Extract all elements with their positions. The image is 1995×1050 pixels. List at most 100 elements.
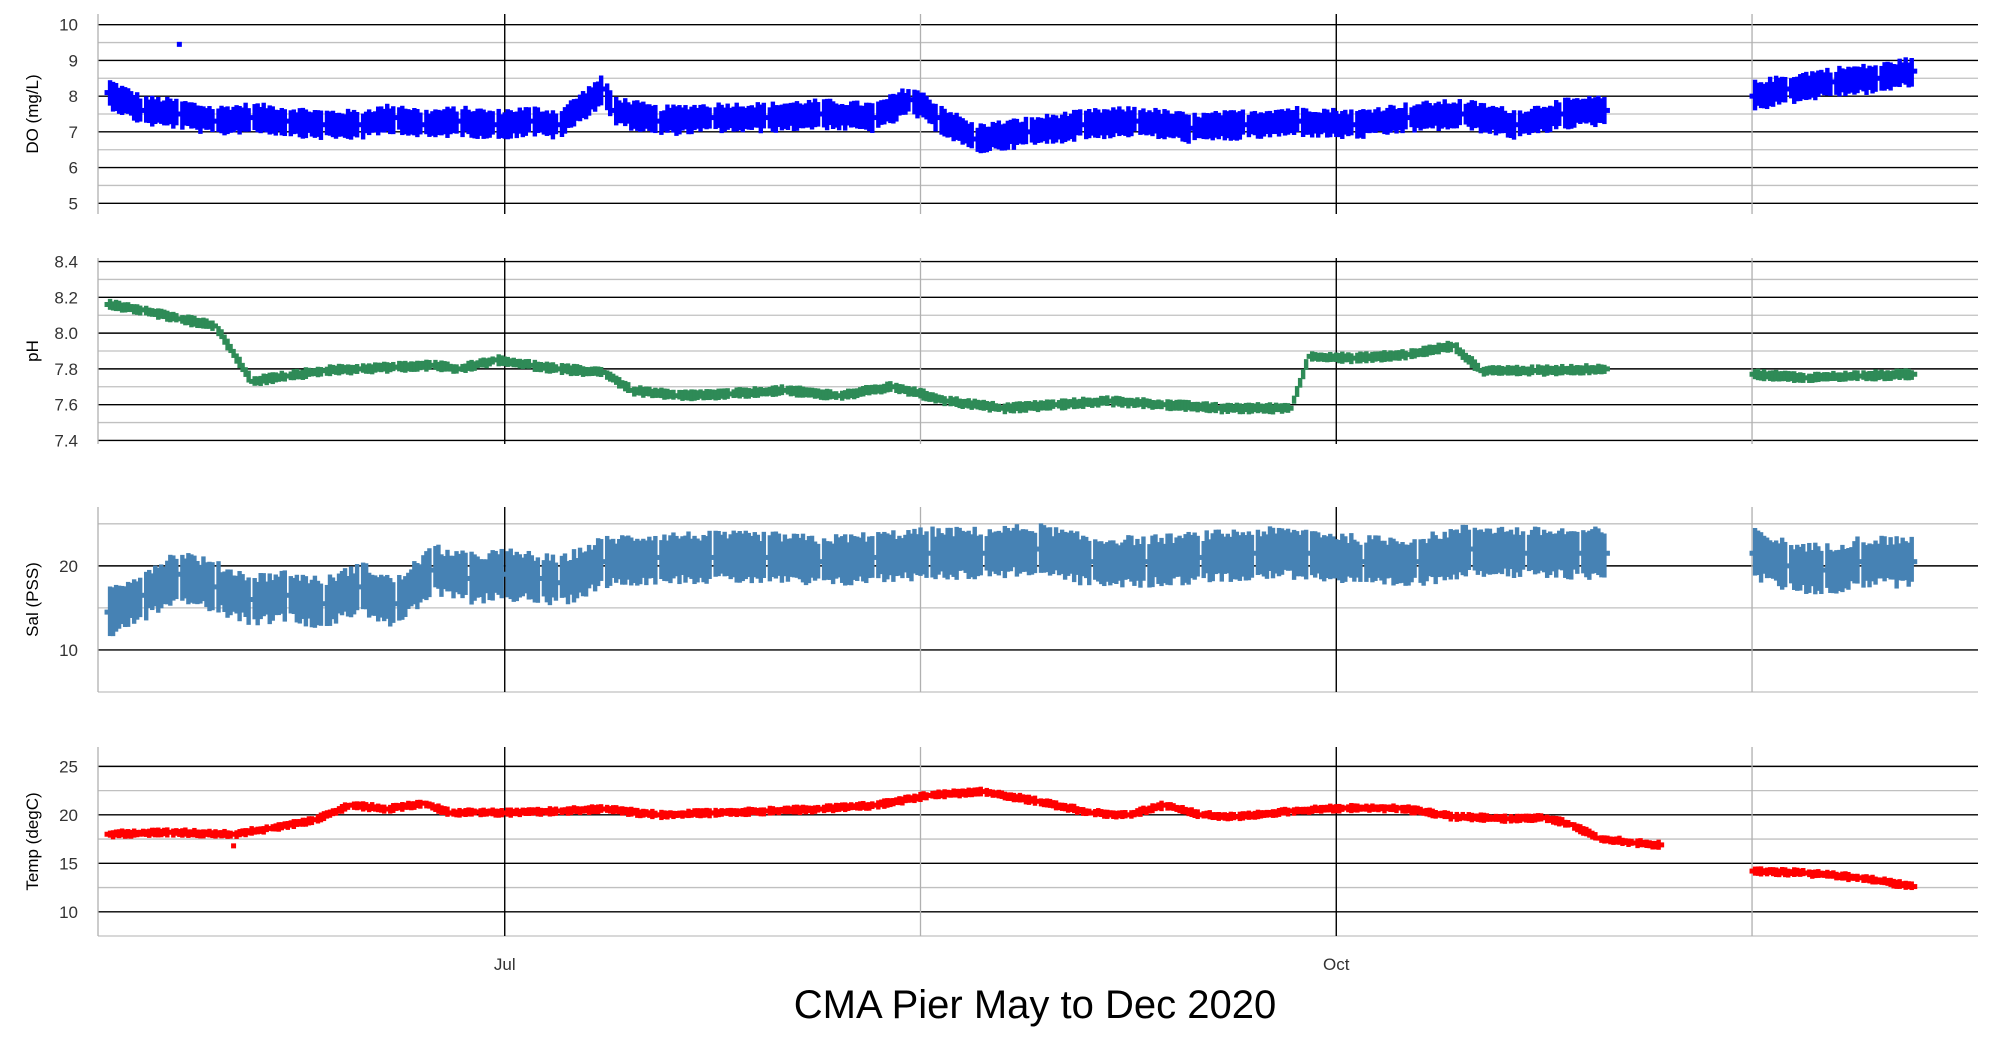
data-mark	[1572, 98, 1577, 128]
data-mark	[1032, 400, 1038, 411]
data-mark	[1752, 369, 1758, 380]
data-mark	[1117, 810, 1122, 819]
data-mark	[1080, 396, 1086, 409]
data-mark	[258, 107, 263, 134]
data-mark	[282, 821, 287, 829]
data-mark	[1779, 537, 1785, 590]
data-mark	[1653, 840, 1658, 850]
data-mark	[228, 569, 233, 616]
data-mark	[1032, 119, 1038, 145]
data-mark	[1385, 107, 1390, 135]
data-mark	[439, 554, 444, 597]
data-mark	[1563, 366, 1568, 375]
data-mark	[894, 797, 899, 806]
data-point	[872, 554, 878, 560]
data-mark	[427, 801, 432, 809]
data-mark	[1150, 803, 1155, 814]
data-mark	[773, 531, 779, 579]
data-mark	[1023, 529, 1029, 572]
data-mark	[1020, 402, 1026, 413]
data-mark	[147, 99, 152, 124]
data-mark	[879, 100, 884, 125]
data-mark	[1183, 534, 1188, 583]
data-mark	[1816, 546, 1821, 591]
data-mark	[174, 558, 179, 600]
data-mark	[496, 354, 501, 367]
data-mark	[1303, 529, 1309, 580]
data-mark	[1418, 806, 1423, 816]
data-mark	[632, 386, 637, 397]
data-point	[1288, 808, 1294, 814]
data-mark	[122, 586, 128, 628]
data-point	[710, 115, 716, 121]
data-mark	[1105, 109, 1110, 136]
data-mark	[1135, 538, 1140, 581]
data-mark	[1755, 866, 1761, 876]
data-point	[502, 810, 508, 816]
data-point	[936, 115, 942, 121]
data-mark	[1469, 356, 1475, 368]
data-mark	[1520, 531, 1526, 570]
data-mark	[517, 107, 522, 134]
data-mark	[900, 88, 905, 115]
data-mark	[1596, 363, 1601, 374]
data-mark	[1062, 398, 1068, 411]
y-axis-title: Temp (degC)	[23, 792, 42, 890]
data-mark	[1424, 807, 1429, 817]
data-mark	[204, 318, 209, 329]
data-mark	[770, 806, 776, 816]
data-mark	[174, 98, 179, 126]
data-mark	[478, 808, 483, 818]
data-mark	[1219, 533, 1224, 582]
data-mark	[1044, 113, 1050, 144]
data-mark	[1801, 372, 1806, 383]
x-tick-label: Jul	[494, 955, 516, 974]
data-point	[285, 592, 291, 598]
data-mark	[1026, 401, 1032, 411]
data-point	[104, 90, 110, 96]
data-mark	[267, 105, 272, 135]
data-mark	[1891, 64, 1896, 87]
data-mark	[894, 94, 899, 122]
data-mark	[1544, 814, 1550, 824]
data-mark	[1813, 542, 1818, 595]
data-mark	[936, 528, 941, 575]
data-mark	[1575, 823, 1580, 833]
data-mark	[1044, 399, 1050, 411]
data-mark	[207, 106, 212, 130]
data-mark	[589, 366, 595, 376]
data-point	[176, 111, 182, 117]
data-point	[249, 597, 255, 602]
data-mark	[1285, 403, 1291, 413]
data-mark	[1487, 814, 1493, 822]
data-mark	[1303, 806, 1309, 815]
data-mark	[391, 582, 396, 623]
data-mark	[830, 101, 836, 130]
data-mark	[1885, 878, 1890, 886]
data-mark	[150, 308, 155, 317]
data-mark	[1484, 813, 1490, 822]
data-mark	[1451, 102, 1456, 129]
data-mark	[1026, 794, 1032, 805]
data-mark	[604, 370, 610, 380]
data-mark	[942, 108, 947, 137]
data-mark	[466, 360, 471, 371]
data-mark	[1228, 110, 1234, 141]
data-mark	[472, 361, 477, 371]
data-mark	[1102, 809, 1107, 819]
data-mark	[258, 573, 263, 620]
data-mark	[400, 105, 405, 136]
data-mark	[125, 302, 131, 313]
data-mark	[864, 102, 869, 130]
data-mark	[1752, 527, 1758, 576]
data-mark	[1246, 531, 1252, 581]
data-mark	[1029, 401, 1035, 411]
data-mark	[782, 805, 788, 815]
data-mark	[1421, 538, 1426, 586]
data-mark	[403, 802, 408, 810]
data-mark	[1068, 530, 1074, 574]
data-mark	[752, 386, 757, 398]
data-mark	[731, 530, 736, 578]
data-mark	[870, 103, 875, 133]
data-mark	[360, 801, 366, 812]
